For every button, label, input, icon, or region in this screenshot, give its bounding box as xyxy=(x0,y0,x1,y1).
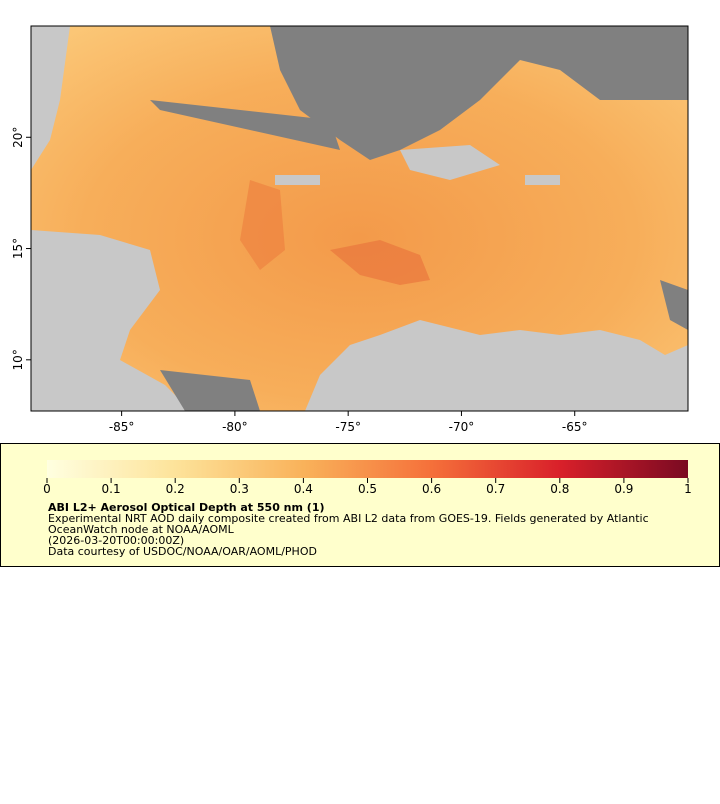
colorbar-tick-label: 0.7 xyxy=(486,482,505,496)
y-tick-label: 20° xyxy=(11,127,25,148)
no-data xyxy=(660,280,688,330)
legend-line: OceanWatch node at NOAA/AOML xyxy=(48,523,235,536)
colorbar-tick-label: 0.5 xyxy=(358,482,377,496)
no-data xyxy=(270,26,688,160)
y-tick-label: 15° xyxy=(11,238,25,259)
colorbar-tick-label: 0 xyxy=(43,482,51,496)
land xyxy=(400,145,500,180)
map-frame xyxy=(30,25,689,412)
colorbar-tick-label: 0.3 xyxy=(230,482,249,496)
colorbar xyxy=(47,460,688,478)
no-data xyxy=(150,100,340,150)
colorbar-tick-label: 0.8 xyxy=(550,482,569,496)
x-tick-label: -80° xyxy=(222,420,248,434)
aod-high xyxy=(330,240,430,285)
colorbar-tick-label: 0.6 xyxy=(422,482,441,496)
x-tick-label: -75° xyxy=(335,420,361,434)
no-data xyxy=(160,370,260,411)
land xyxy=(525,175,560,185)
land xyxy=(275,175,320,185)
map-area xyxy=(30,25,689,412)
x-tick-label: -85° xyxy=(109,420,135,434)
colorbar-tick-label: 0.2 xyxy=(166,482,185,496)
aod-high xyxy=(240,180,285,270)
x-tick-label: -65° xyxy=(562,420,588,434)
colorbar-tick-label: 0.1 xyxy=(102,482,121,496)
land xyxy=(305,320,688,411)
land xyxy=(31,26,70,170)
y-tick-label: 10° xyxy=(11,349,25,370)
land xyxy=(31,230,185,411)
colorbar-tick-label: 0.4 xyxy=(294,482,313,496)
legend-line: Data courtesy of USDOC/NOAA/OAR/AOML/PHO… xyxy=(48,545,317,558)
legend-line: Experimental NRT AOD daily composite cre… xyxy=(48,512,649,525)
legend-line: (2026-03-20T00:00:00Z) xyxy=(48,534,184,547)
legend-title: ABI L2+ Aerosol Optical Depth at 550 nm … xyxy=(48,501,325,514)
colorbar-tick-label: 1 xyxy=(684,482,692,496)
x-tick-label: -70° xyxy=(449,420,475,434)
colorbar-tick-label: 0.9 xyxy=(614,482,633,496)
